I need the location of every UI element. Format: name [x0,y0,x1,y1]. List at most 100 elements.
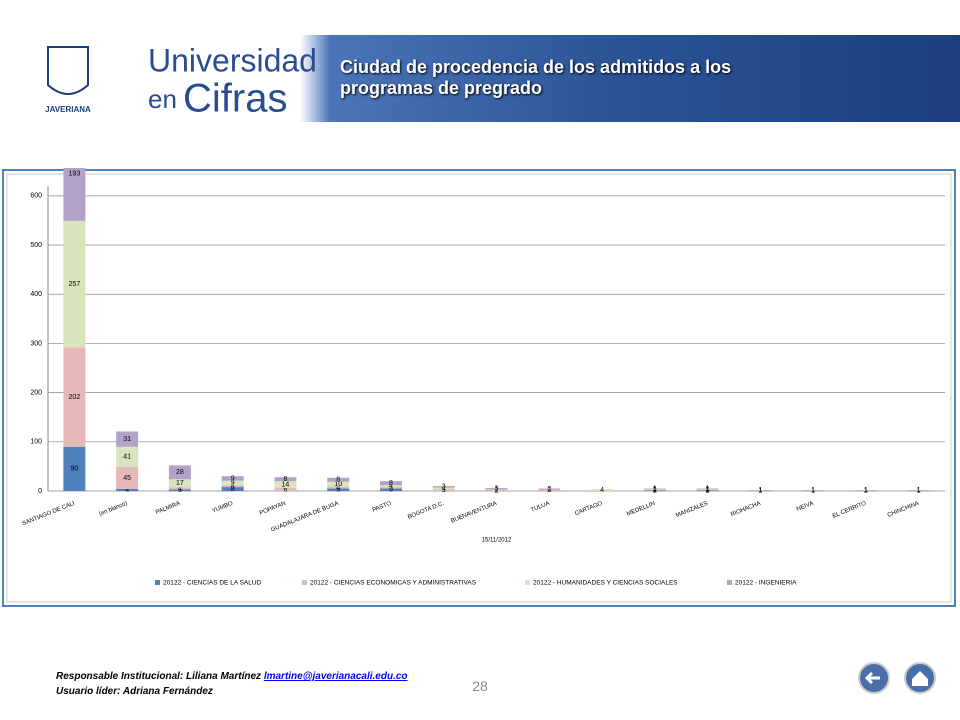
data-label: 4 [600,487,604,494]
legend-label: 20122 - CIENCIAS DE LA SALUD [163,580,262,587]
data-label: 1 [864,487,868,494]
data-label: 8 [231,486,235,493]
data-label: 4 [389,483,393,490]
data-label: 4 [231,483,235,490]
bar-segment [432,489,455,491]
bar-segment [379,481,402,486]
legend-label: 20122 - INGENIERIA [735,580,797,587]
header: JAVERIANA Universidad en Cifras Ciudad d… [0,35,960,122]
bar-segment [379,487,402,489]
data-label: 3 [442,484,446,491]
data-label: 202 [69,394,81,401]
data-label: 28 [176,469,184,476]
bar-segment [591,489,614,491]
slide-title: Ciudad de procedencia de los admitidos a… [340,57,732,98]
bar-segment [485,490,508,491]
y-tick-label: 300 [30,340,42,347]
legend-label: 20122 - HUMANIDADES Y CIENCIAS SOCIALES [533,580,678,587]
bar-segment [379,485,402,488]
chart-inner [6,173,952,603]
bar-segment [168,489,191,491]
bar-segment [327,477,350,482]
bar-segment [63,446,86,491]
data-label: 1 [653,486,657,493]
data-label: 1 [917,488,921,495]
y-tick-label: 100 [30,439,42,446]
brand: Cifras [183,77,287,121]
data-label: 3 [389,485,393,492]
data-label: 31 [123,436,131,443]
bar-segment [168,465,191,480]
bar-segment [327,486,350,489]
y-tick-label: 400 [30,291,42,298]
back-icon [864,671,880,685]
data-label: 5 [389,487,393,494]
brand: en [148,84,177,114]
data-label: 8 [283,476,287,483]
bar-segment [538,488,561,490]
x-axis-label: 15/11/2012 [482,538,512,544]
data-label: 6 [283,486,287,493]
data-label: 2 [706,487,710,494]
y-tick-label: 500 [30,242,42,249]
bar-segment [116,431,139,447]
legend-swatch [155,580,160,585]
data-label: 1 [706,488,710,495]
data-label: 1 [758,488,762,495]
brand: Universidad [148,42,317,78]
data-label: 4 [125,487,129,494]
bar-segment [696,489,719,491]
data-label: 17 [176,480,184,487]
data-label: 4 [178,485,182,492]
bar-segment [221,480,244,486]
data-label: 1 [495,487,499,494]
page-number: 28 [472,678,488,694]
bar-segment [116,466,139,490]
bar-segment [63,347,86,447]
y-tick-label: 200 [30,389,42,396]
bar-segment [538,489,561,491]
bar-segment [274,481,297,489]
bar-segment [168,487,191,490]
data-label: 193 [69,170,81,177]
data-label: 257 [69,281,81,288]
legend-swatch [525,580,530,585]
header-art: JAVERIANA Universidad en Cifras [45,42,317,121]
legend-label: 20122 - CIENCIAS ECONOMICAS Y ADMINISTRA… [310,580,477,587]
data-label: 9 [231,480,235,487]
email-link[interactable]: lmartine@javerianacali.edu.co [263,671,408,682]
responsible: Responsable Institucional: Liliana Martí… [56,671,262,682]
bar-segment [379,488,402,491]
leader: Usuario líder: Adriana Fernández [56,686,213,697]
data-label: 2 [495,487,499,494]
bar-segment [221,487,244,491]
data-label: 14 [282,481,290,488]
bar-segment [116,446,139,467]
data-label: 45 [123,475,131,482]
data-label: 1 [653,488,657,495]
bar-segment [221,476,244,481]
y-tick-label: 600 [30,193,42,200]
data-label: 5 [336,487,340,494]
data-label: 3 [442,487,446,494]
data-label: 4 [336,484,340,491]
data-label: 1 [811,488,815,495]
data-label: 8 [389,480,393,487]
y-tick-label: 0 [38,488,42,495]
legend-swatch [727,580,732,585]
bar-segment [432,486,455,488]
bar-segment [116,489,139,491]
data-label: 1 [653,486,657,493]
logo-shield [47,46,89,95]
footer-line: Responsable Institucional: Liliana Martí… [56,671,408,682]
data-label: 3 [495,486,499,493]
data-label: 41 [123,454,131,461]
bar-segment [327,488,350,491]
bar-segment [221,485,244,488]
data-label: 1 [811,487,815,494]
data-label: 1 [706,486,710,493]
bar-segment [63,220,86,348]
data-label: 9 [231,475,235,482]
bar-segment [168,479,191,488]
